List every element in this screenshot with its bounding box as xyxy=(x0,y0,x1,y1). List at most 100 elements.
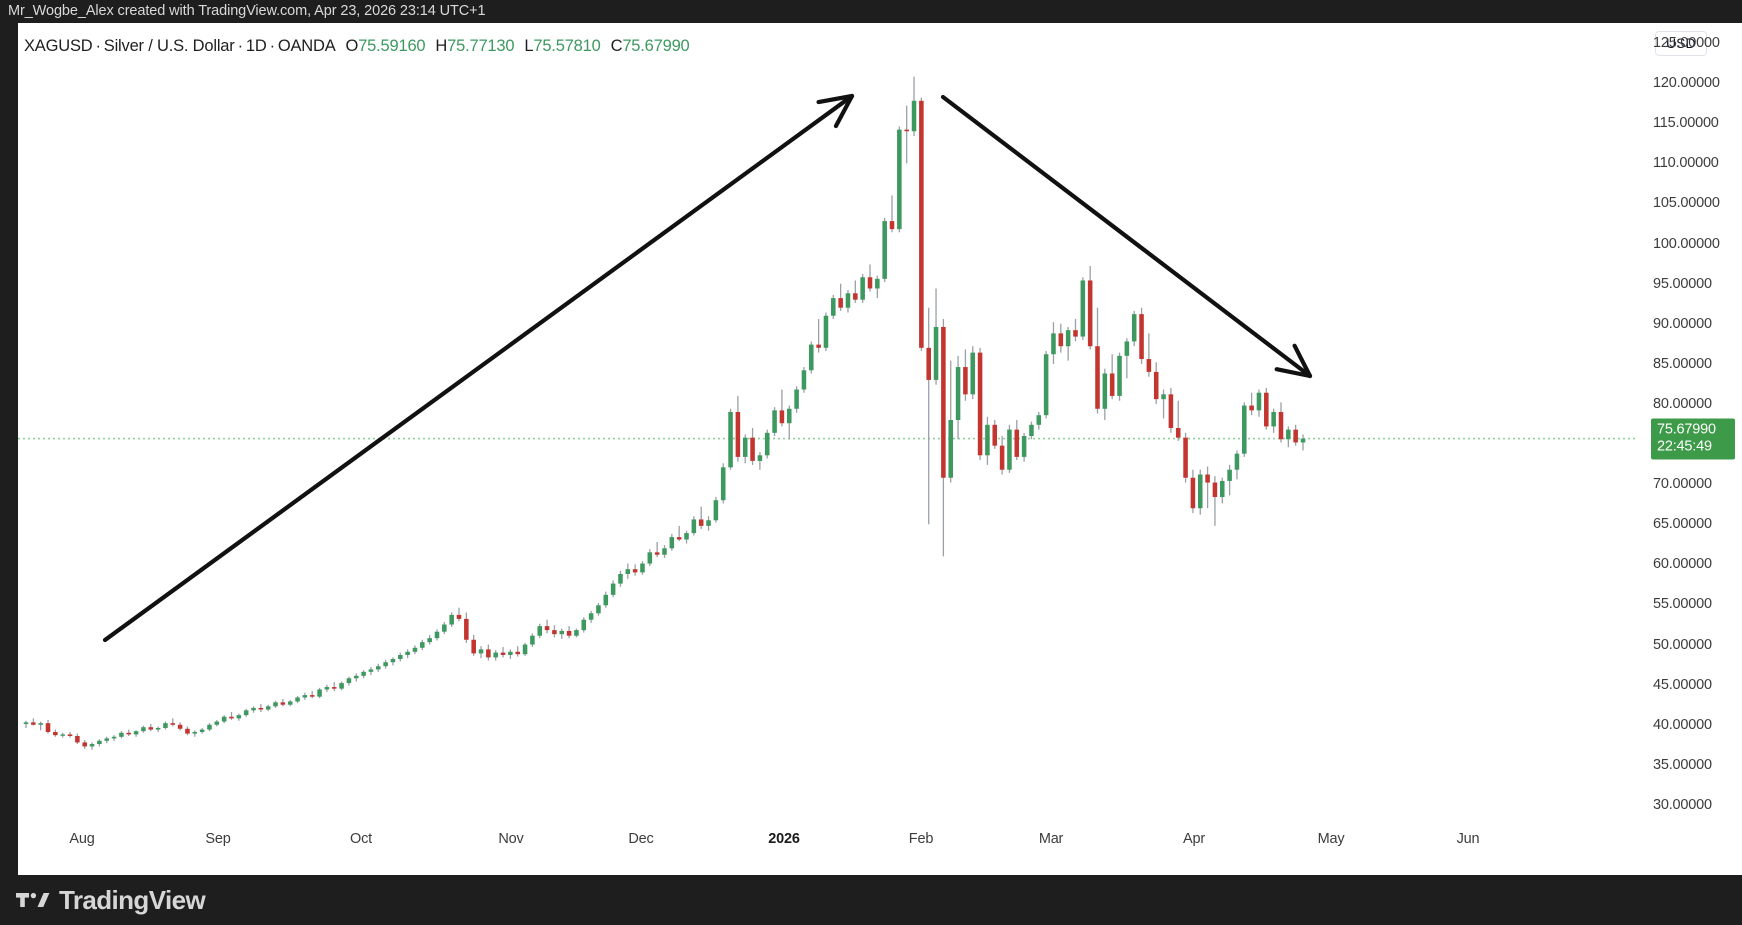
price-tick: 45.00000 xyxy=(1653,676,1712,693)
candle xyxy=(1293,424,1298,446)
candle xyxy=(809,341,814,374)
candle xyxy=(1065,326,1071,361)
time-scale[interactable]: Aug Sep Oct Nov Dec 2026 Feb Mar Apr May Jun xyxy=(18,817,1742,875)
candle xyxy=(1007,424,1012,473)
candle xyxy=(133,730,139,737)
candle xyxy=(97,739,102,747)
price-scale[interactable]: USD 125.00000 120.00000 115.00000 110.00000… xyxy=(1637,23,1742,875)
candle xyxy=(412,645,418,655)
candle xyxy=(581,617,587,633)
downtrend-arrow[interactable] xyxy=(940,94,1313,379)
candle xyxy=(544,619,550,634)
price-tick: 115.00000 xyxy=(1653,115,1719,132)
chart-panel: XAGUSD · Silver / U.S. Dollar · 1D · OANDA O75.… xyxy=(18,23,1742,875)
legend-description: Silver / U.S. Dollar xyxy=(103,37,235,55)
candle xyxy=(273,700,278,708)
candle xyxy=(816,318,821,353)
price-tick: 40.00000 xyxy=(1653,716,1712,733)
candle xyxy=(361,670,366,679)
candle xyxy=(89,742,95,750)
candle xyxy=(926,307,931,525)
price-tick: 85.00000 xyxy=(1653,355,1712,372)
candle xyxy=(1051,322,1056,364)
price-tick: 80.00000 xyxy=(1653,395,1712,412)
candle xyxy=(992,420,998,449)
candle xyxy=(1080,277,1086,340)
candle xyxy=(911,76,917,137)
tradingview-logo[interactable]: TradingView xyxy=(16,885,206,915)
arrowhead xyxy=(1274,367,1313,379)
candle xyxy=(67,731,73,738)
candle xyxy=(713,496,719,523)
arrowhead xyxy=(816,93,855,105)
candle xyxy=(522,642,528,656)
plot-area[interactable] xyxy=(18,23,1637,817)
candle xyxy=(845,290,851,313)
candle xyxy=(889,195,895,233)
candle xyxy=(339,681,344,691)
legend-low-label: L xyxy=(524,37,534,55)
candle xyxy=(1242,402,1247,457)
current-price-tag[interactable]: 75.67990 22:45:49 xyxy=(1651,418,1735,460)
candle xyxy=(794,386,799,413)
candle xyxy=(955,355,961,440)
candle xyxy=(933,288,939,385)
candle xyxy=(669,533,675,551)
candle xyxy=(728,408,733,470)
candle xyxy=(779,389,785,427)
candle xyxy=(324,684,330,692)
candle xyxy=(963,349,968,401)
candle xyxy=(640,561,645,575)
candle xyxy=(1212,476,1218,526)
candle xyxy=(258,703,264,712)
candle xyxy=(515,646,520,657)
candle xyxy=(1021,432,1027,462)
candle xyxy=(977,347,983,461)
legend-interval[interactable]: 1D xyxy=(245,37,267,55)
candle xyxy=(823,312,829,352)
candle xyxy=(331,682,337,692)
candle xyxy=(104,736,110,744)
candle xyxy=(368,667,374,676)
candle xyxy=(420,639,425,651)
time-tick: Dec xyxy=(628,831,654,847)
candle xyxy=(1029,421,1034,440)
candle xyxy=(1197,469,1203,515)
candle xyxy=(471,634,476,656)
candle xyxy=(530,633,535,647)
candle xyxy=(1286,426,1291,448)
legend-symbol[interactable]: XAGUSD xyxy=(24,37,93,55)
candle xyxy=(207,723,212,732)
candle xyxy=(75,733,80,745)
candle xyxy=(295,695,300,704)
candle xyxy=(346,676,352,686)
currency-chip[interactable]: USD xyxy=(1655,31,1707,56)
candle xyxy=(508,649,513,660)
candle xyxy=(559,628,565,639)
candle xyxy=(45,719,51,734)
candle xyxy=(1087,266,1093,350)
candle xyxy=(398,652,403,662)
candle xyxy=(647,549,653,566)
price-tick: 100.00000 xyxy=(1653,235,1720,252)
legend-high-label: H xyxy=(435,37,448,55)
candle xyxy=(882,217,887,283)
candle xyxy=(23,720,29,728)
candle xyxy=(999,436,1005,475)
candle xyxy=(625,563,631,579)
candle xyxy=(1249,392,1254,416)
candle xyxy=(1073,318,1078,342)
candle xyxy=(1095,307,1100,414)
time-tick: Oct xyxy=(350,831,372,847)
price-tick: 120.00000 xyxy=(1653,75,1720,92)
candle xyxy=(831,294,836,319)
time-tick: Aug xyxy=(69,831,95,847)
candle xyxy=(1300,434,1306,451)
candlestick-plot xyxy=(18,76,1637,750)
legend-sep-3: · xyxy=(269,37,276,55)
candle xyxy=(676,525,682,542)
candle xyxy=(38,721,43,731)
time-tick: Sep xyxy=(205,831,231,847)
uptrend-arrow[interactable] xyxy=(102,93,855,643)
candle xyxy=(141,725,146,733)
